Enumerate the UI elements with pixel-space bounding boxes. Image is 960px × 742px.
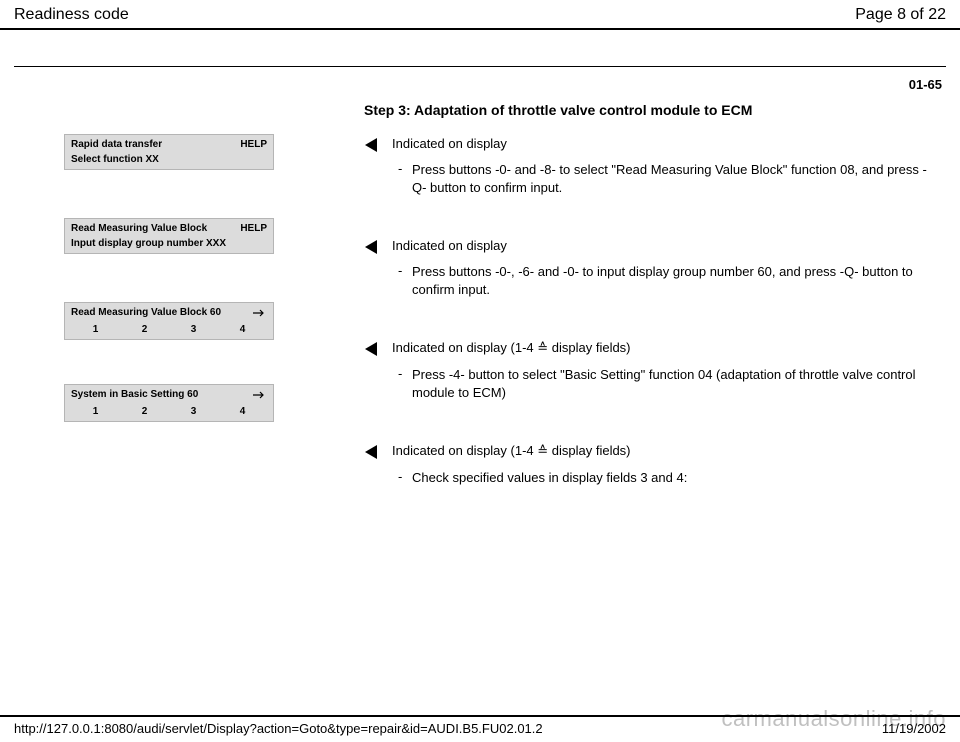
display-box-rapid-data: Rapid data transfer HELP Select function… — [64, 134, 274, 170]
display-line2: Input display group number XXX — [65, 236, 273, 253]
footer-date: 11/19/2002 — [882, 721, 946, 736]
display-field-num: 3 — [169, 406, 218, 417]
triangle-left-icon — [364, 340, 392, 405]
dash-bullet: - — [398, 469, 412, 487]
display-box-read-measuring: Read Measuring Value Block HELP Input di… — [64, 218, 274, 254]
entry-sub-text: Press buttons -0-, -6- and -0- to input … — [412, 263, 934, 298]
display-field-num: 1 — [71, 406, 120, 417]
display-line1-left: Rapid data transfer — [71, 139, 162, 150]
display-field-num: 1 — [71, 324, 120, 335]
display-number-row: 1 2 3 4 — [65, 402, 273, 421]
display-line2: Select function XX — [65, 152, 273, 169]
arrow-right-icon — [253, 391, 267, 399]
instruction-entry: Indicated on display (1-4 ≙ display fiel… — [364, 443, 934, 491]
triangle-left-icon — [364, 136, 392, 200]
instruction-entry: Indicated on display (1-4 ≙ display fiel… — [364, 340, 934, 405]
display-field-num: 3 — [169, 324, 218, 335]
instruction-entry: Indicated on display - Press buttons -0-… — [364, 238, 934, 302]
page-header: Readiness code Page 8 of 22 — [0, 0, 960, 30]
display-box-basic-setting-60: System in Basic Setting 60 1 2 3 4 — [64, 384, 274, 422]
page-footer: http://127.0.0.1:8080/audi/servlet/Displ… — [0, 715, 960, 736]
display-column: Rapid data transfer HELP Select function… — [14, 102, 364, 505]
entry-sub-text: Press -4- button to select "Basic Settin… — [412, 366, 934, 401]
triangle-left-icon — [364, 443, 392, 491]
header-title: Readiness code — [14, 6, 129, 24]
entry-main-text: Indicated on display (1-4 ≙ display fiel… — [392, 443, 934, 459]
content-area: Rapid data transfer HELP Select function… — [14, 102, 946, 505]
entry-main-text: Indicated on display — [392, 136, 934, 151]
display-line1-right: HELP — [240, 223, 267, 234]
arrow-right-icon — [253, 309, 267, 317]
display-line1-left: Read Measuring Value Block 60 — [71, 307, 221, 318]
display-box-read-measuring-60: Read Measuring Value Block 60 1 2 3 4 — [64, 302, 274, 340]
display-line1-left: Read Measuring Value Block — [71, 223, 207, 234]
display-line1-left: System in Basic Setting 60 — [71, 389, 198, 400]
entry-main-text: Indicated on display (1-4 ≙ display fiel… — [392, 340, 934, 356]
entry-sub-text: Press buttons -0- and -8- to select "Rea… — [412, 161, 934, 196]
entry-sub-text: Check specified values in display fields… — [412, 469, 934, 487]
display-field-num: 2 — [120, 324, 169, 335]
instruction-column: Step 3: Adaptation of throttle valve con… — [364, 102, 946, 505]
dash-bullet: - — [398, 161, 412, 196]
display-field-num: 2 — [120, 406, 169, 417]
instruction-entry: Indicated on display - Press buttons -0-… — [364, 136, 934, 200]
horizontal-rule — [14, 66, 946, 67]
dash-bullet: - — [398, 263, 412, 298]
display-field-num: 4 — [218, 406, 267, 417]
dash-bullet: - — [398, 366, 412, 401]
section-number: 01-65 — [14, 77, 942, 92]
entry-main-text: Indicated on display — [392, 238, 934, 253]
footer-url: http://127.0.0.1:8080/audi/servlet/Displ… — [14, 721, 543, 736]
header-page-indicator: Page 8 of 22 — [855, 6, 946, 24]
display-field-num: 4 — [218, 324, 267, 335]
display-number-row: 1 2 3 4 — [65, 320, 273, 339]
triangle-left-icon — [364, 238, 392, 302]
step-title: Step 3: Adaptation of throttle valve con… — [364, 102, 934, 118]
display-line1-right: HELP — [240, 139, 267, 150]
